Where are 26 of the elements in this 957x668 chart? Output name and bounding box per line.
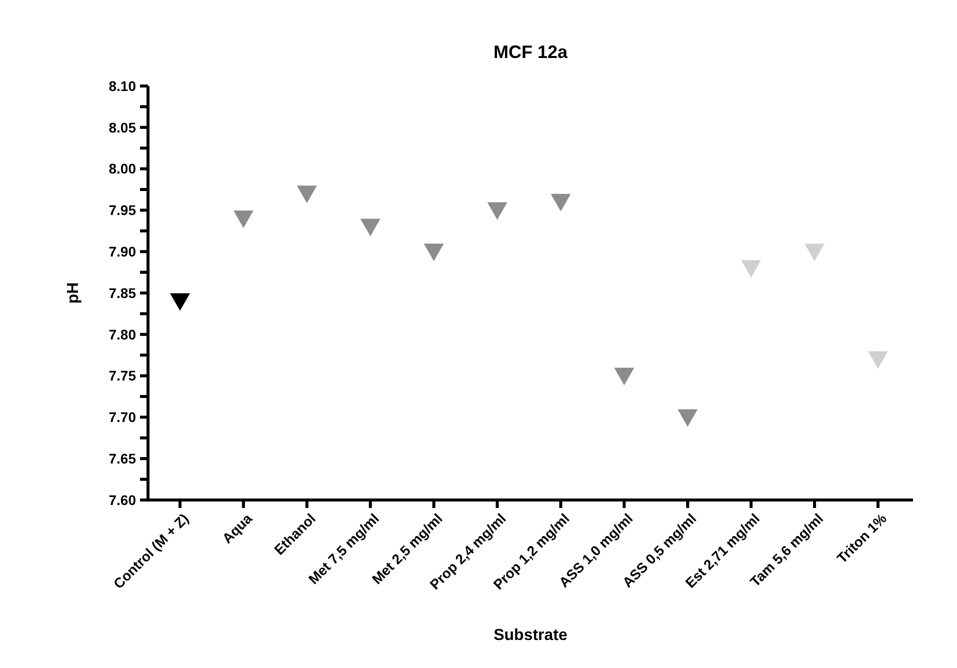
point [170,293,190,311]
chart-title: MCF 12a [493,42,568,62]
point [741,260,762,278]
x-axis-title: Substrate [494,627,568,644]
y-tick-label: 7.95 [108,202,136,218]
point [868,351,888,369]
point [487,202,508,220]
y-tick-label: 7.85 [108,284,136,301]
y-tick-label: 8.10 [108,78,136,94]
point [424,244,444,262]
point [678,409,698,427]
y-axis-title: pH [65,282,82,304]
y-tick-label: 8.00 [108,160,136,177]
point [804,244,825,262]
point [550,194,571,212]
y-tick-label: 7.70 [108,409,136,426]
y-tick-label: 7.75 [108,368,136,384]
point [360,218,380,236]
y-tick-label: 7.65 [108,450,136,466]
point [614,368,634,386]
y-tick-label: 7.80 [108,326,136,342]
y-tick-label: 7.60 [108,492,136,508]
point [233,210,254,228]
point [296,186,317,204]
y-tick-label: 7.90 [108,244,136,260]
y-tick-label: 8.05 [108,119,136,136]
